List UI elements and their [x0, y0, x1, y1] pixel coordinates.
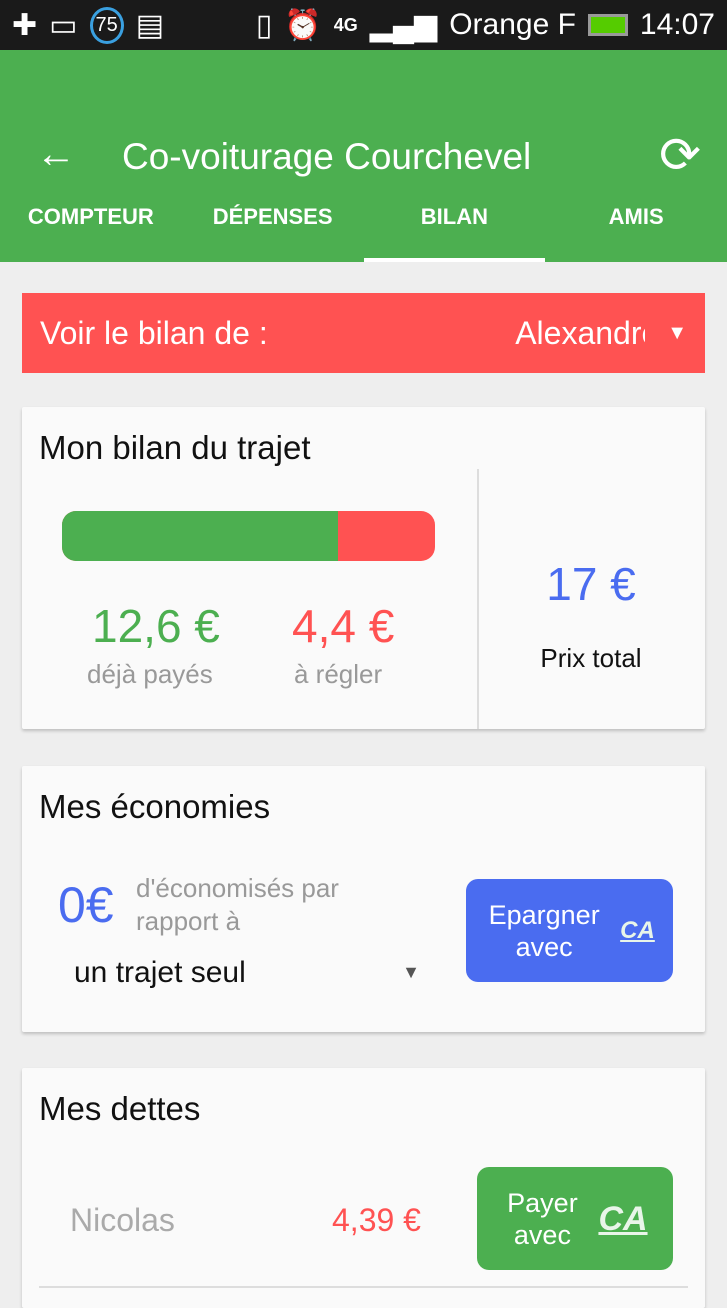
divider [477, 469, 479, 729]
clock: 14:07 [639, 8, 715, 41]
chevron-down-icon: ▼ [667, 321, 687, 344]
sync-icon[interactable]: ⟳ [659, 127, 701, 183]
network-type: 4G [333, 14, 358, 35]
payer-button[interactable]: Payer avec CA [477, 1167, 673, 1270]
savings-text: d'économisés par rapport à [136, 873, 339, 936]
battery-saver-icon: ▭ [49, 8, 78, 42]
economies-card: Mes économies 0€ d'économisés par rappor… [22, 766, 705, 1032]
image-icon: ▤ [135, 8, 165, 42]
tab-compteur[interactable]: COMPTEUR [27, 204, 154, 229]
total-amount: 17 € [546, 558, 636, 610]
add-icon: ✚ [12, 8, 38, 42]
chevron-down-icon: ▼ [402, 962, 420, 982]
due-label: à régler [294, 659, 383, 689]
tab-amis[interactable]: AMIS [608, 204, 664, 229]
credit-agricole-logo-icon: CA [598, 1199, 648, 1238]
paid-amount: 12,6 € [92, 600, 220, 652]
bilan-title: Mon bilan du trajet [39, 429, 311, 466]
payer-label: Payer avec [507, 1187, 578, 1250]
picker-label: Voir le bilan de : [40, 314, 268, 351]
carrier: Orange F [449, 8, 576, 41]
status-bar: ✚ ▭ 75 ▤ ▯ ⏰ 4G ▂▄▆ Orange F 14:07 [0, 0, 727, 50]
vibrate-icon: ▯ [255, 8, 273, 42]
comparison-value: un trajet seul [74, 956, 246, 989]
total-label: Prix total [540, 643, 642, 673]
tab-bilan[interactable]: BILAN [363, 162, 546, 262]
epargner-button[interactable]: Epargner avec CA [466, 879, 673, 982]
dettes-title: Mes dettes [39, 1090, 201, 1127]
picker-value: Alexandre [515, 314, 646, 351]
paid-label: déjà payés [87, 659, 213, 689]
signal-icon: ▂▄▆ [369, 8, 438, 42]
bilan-card: Mon bilan du trajet 12,6 € déjà payés 4,… [22, 407, 705, 729]
epargner-label: Epargner avec [488, 899, 600, 962]
paid-fill [62, 511, 339, 561]
tab-depenses[interactable]: DÉPENSES [212, 204, 333, 229]
due-amount: 4,4 € [292, 600, 395, 652]
savings-amount: 0€ [58, 877, 114, 933]
app-bar: ← Co-voiturage Courchevel ⟳ COMPTEUR DÉP… [0, 50, 727, 262]
battery-icon [587, 14, 628, 36]
debt-amount: 4,39 € [332, 1202, 421, 1238]
page-title: Co-voiturage Courchevel [122, 136, 532, 177]
payment-progress-bar [62, 511, 435, 561]
economies-title: Mes économies [39, 788, 271, 825]
debtor-name: Nicolas [70, 1202, 175, 1238]
comparison-select[interactable]: un trajet seul ▼ [74, 956, 420, 990]
dettes-card: Mes dettes Nicolas 4,39 € Payer avec CA [22, 1068, 705, 1308]
battery-level-badge: 75 [89, 6, 124, 44]
back-arrow-icon[interactable]: ← [36, 132, 76, 176]
alarm-icon: ⏰ [284, 8, 322, 42]
person-picker[interactable]: Voir le bilan de : Alexandre ▼ [22, 293, 705, 373]
credit-agricole-logo-icon: CA [620, 916, 655, 944]
divider [39, 1286, 688, 1288]
